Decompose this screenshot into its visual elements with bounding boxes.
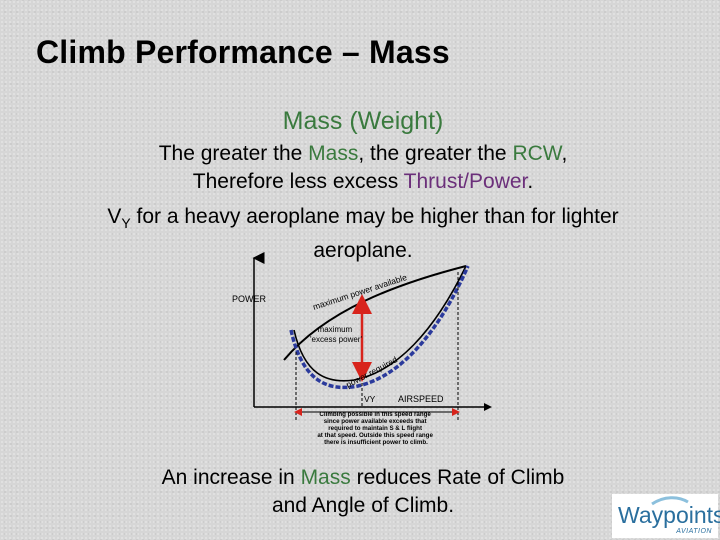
- text-run: ,: [561, 142, 568, 165]
- note-line: at that speed. Outside this speed range: [317, 432, 433, 439]
- logo-subtitle: AVIATION: [676, 528, 712, 535]
- note-line: Climbing possible in this speed range: [319, 411, 431, 418]
- paragraph-vy: VY for a heavy aeroplane may be higher t…: [0, 203, 720, 265]
- x-axis-label: AIRSPEED: [398, 394, 444, 404]
- text-run: .: [527, 170, 534, 193]
- text-line-4: aeroplane.: [313, 239, 413, 262]
- note-line: required to maintain S & L flight: [328, 425, 422, 432]
- vy-symbol: V: [107, 205, 122, 228]
- text-run: , the greater the: [358, 142, 513, 165]
- text-line-1: The greater the Mass, the greater the RC…: [0, 140, 720, 168]
- paragraph-conclusion: An increase in Mass reduces Rate of Clim…: [0, 464, 720, 520]
- text-line-6: and Angle of Climb.: [271, 494, 455, 517]
- highlight-thrust-power: Thrust/Power: [403, 170, 528, 193]
- y-axis-label: POWER: [232, 294, 267, 304]
- waypoints-logo: Waypoints AVIATION: [612, 494, 720, 538]
- excess-label-line: 'excess power': [310, 335, 362, 344]
- slide-title: Climb Performance – Mass: [36, 34, 450, 70]
- climb-range-note: Climbing possible in this speed range si…: [317, 411, 434, 446]
- vy-subscript: Y: [121, 215, 131, 231]
- excess-label-line: maximum: [318, 325, 353, 334]
- text-run: for a heavy aeroplane may be higher than…: [130, 205, 619, 228]
- power-available-label: maximum power available: [312, 272, 409, 312]
- text-run: reduces Rate of Climb: [350, 466, 565, 489]
- slide-subtitle: Mass (Weight): [282, 107, 444, 135]
- note-line: since power available exceeds that: [324, 418, 427, 425]
- logo-swoosh-icon: [651, 496, 689, 506]
- text-run: The greater the: [158, 142, 309, 165]
- excess-power-label: maximum 'excess power': [310, 325, 362, 344]
- paragraph-rcw: The greater the Mass, the greater the RC…: [0, 140, 720, 196]
- text-line-2: Therefore less excess Thrust/Power.: [0, 168, 720, 196]
- logo-name: Waypoints: [618, 502, 720, 528]
- text-line-3: VY for a heavy aeroplane may be higher t…: [0, 203, 720, 237]
- highlight-mass: Mass: [300, 466, 351, 489]
- x-axis-arrowhead: [484, 403, 492, 411]
- highlight-mass: Mass: [308, 142, 359, 165]
- power-curve-diagram: POWER AIRSPEED maximum power available p…: [232, 252, 492, 446]
- text-line-5: An increase in Mass reduces Rate of Clim…: [0, 464, 720, 492]
- text-run: An increase in: [161, 466, 301, 489]
- note-line: there is insufficient power to climb.: [324, 439, 428, 446]
- heavy-power-required-curve: [289, 265, 470, 390]
- highlight-rcw: RCW: [512, 142, 562, 165]
- text-run: Therefore less excess: [192, 170, 404, 193]
- vy-label: VY: [364, 394, 376, 404]
